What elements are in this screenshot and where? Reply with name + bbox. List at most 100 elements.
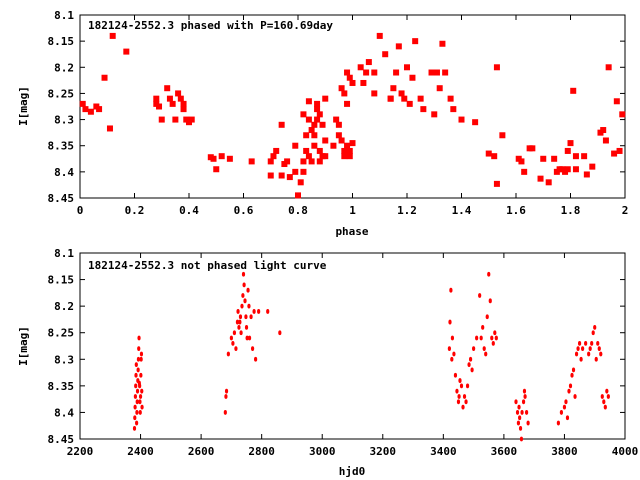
- data-point: [158, 116, 165, 123]
- data-point: [570, 87, 577, 94]
- data-point: [482, 346, 486, 352]
- data-point: [436, 85, 443, 92]
- data-point: [596, 340, 600, 346]
- data-point: [371, 90, 378, 97]
- y-tick-label: 8.1: [54, 9, 74, 22]
- data-point: [138, 399, 142, 405]
- y-tick-label: 8.15: [48, 274, 75, 287]
- data-point: [311, 132, 318, 139]
- data-point: [545, 179, 552, 186]
- x-tick-label: 2800: [248, 445, 275, 458]
- data-point: [305, 116, 312, 123]
- data-point: [308, 127, 315, 134]
- data-point: [529, 145, 536, 152]
- data-point: [605, 388, 609, 394]
- data-point: [470, 367, 474, 373]
- data-point: [244, 325, 249, 330]
- data-point: [521, 399, 526, 405]
- data-point: [572, 166, 579, 173]
- data-point: [322, 153, 329, 160]
- y-tick-label: 8.35: [48, 140, 75, 153]
- data-point: [567, 388, 571, 394]
- data-point: [603, 404, 607, 410]
- y-tick-label: 8.3: [54, 353, 74, 366]
- data-point: [459, 383, 464, 389]
- data-point: [308, 158, 315, 165]
- data-point: [267, 158, 274, 165]
- data-point: [537, 175, 544, 182]
- data-point: [284, 158, 291, 165]
- data-point: [247, 303, 251, 309]
- data-point: [577, 340, 582, 346]
- data-point: [526, 420, 530, 426]
- data-point: [420, 106, 427, 113]
- data-point: [338, 85, 345, 92]
- x-axis-label: phase: [335, 225, 368, 238]
- y-tick-label: 8.3: [54, 114, 74, 127]
- data-point: [523, 394, 527, 399]
- x-tick-label: 1.8: [561, 204, 581, 217]
- data-point: [213, 166, 220, 173]
- data-point: [565, 415, 570, 421]
- y-tick-label: 8.2: [54, 61, 74, 74]
- data-point: [226, 155, 233, 162]
- data-point: [278, 330, 282, 336]
- data-point: [600, 394, 604, 399]
- x-tick-label: 1: [349, 204, 356, 217]
- data-point: [611, 150, 618, 157]
- data-point: [346, 153, 353, 160]
- data-point: [229, 335, 233, 341]
- data-point: [135, 388, 140, 394]
- data-point: [439, 40, 446, 47]
- data-point: [616, 147, 623, 154]
- data-point: [232, 330, 237, 336]
- data-point: [172, 116, 179, 123]
- data-point: [593, 325, 597, 330]
- data-point: [188, 116, 195, 123]
- data-point: [452, 351, 456, 357]
- data-point: [551, 155, 558, 162]
- data-point: [177, 95, 184, 102]
- x-tick-label: 1.2: [397, 204, 417, 217]
- data-points: [79, 32, 626, 199]
- data-point: [455, 388, 459, 394]
- data-point: [406, 100, 413, 107]
- data-point: [346, 74, 353, 81]
- data-point: [314, 116, 321, 123]
- data-point: [322, 137, 329, 144]
- data-point: [491, 340, 495, 346]
- axis-ticks: 2200 2400 2600 2800 3000 3200 3400 3600 3800 4000…: [48, 247, 639, 458]
- data-point: [584, 340, 588, 346]
- data-point: [316, 158, 323, 165]
- data-point: [613, 98, 620, 105]
- data-point: [300, 168, 307, 175]
- x-tick-label: 1.6: [506, 204, 526, 217]
- x-tick-label: 0: [77, 204, 84, 217]
- x-tick-label: 3200: [370, 445, 397, 458]
- data-point: [286, 174, 293, 181]
- data-point: [224, 394, 228, 399]
- data-point: [344, 100, 351, 107]
- data-point: [516, 420, 521, 426]
- data-point: [409, 74, 416, 81]
- data-point: [314, 106, 321, 113]
- data-point: [387, 95, 394, 102]
- data-point: [450, 335, 455, 341]
- data-point: [467, 362, 471, 367]
- data-point: [448, 319, 452, 325]
- data-point: [597, 346, 601, 352]
- data-point: [238, 314, 243, 320]
- plot-title: 182124-2552.3 not phased light curve: [88, 259, 327, 272]
- data-point: [456, 399, 461, 405]
- data-point: [133, 415, 137, 421]
- data-point: [583, 171, 590, 178]
- data-point: [499, 132, 506, 139]
- data-point: [305, 153, 312, 160]
- data-point: [341, 90, 348, 97]
- data-point: [135, 410, 139, 415]
- data-point: [524, 410, 529, 415]
- data-point: [252, 309, 256, 314]
- y-tick-label: 8.25: [48, 87, 75, 100]
- data-point: [568, 383, 573, 389]
- data-point: [450, 106, 457, 113]
